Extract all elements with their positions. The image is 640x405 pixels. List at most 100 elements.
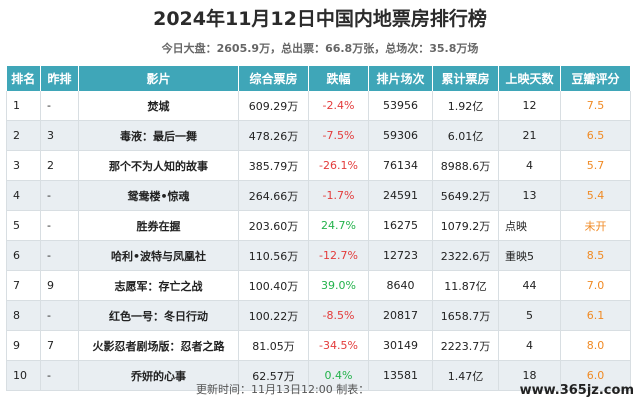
change-cell: 39.0% <box>308 270 369 301</box>
box-office-cell: 385.79万 <box>238 150 309 181</box>
days-cell: 点映 <box>498 210 561 241</box>
film-cell: 胜券在握 <box>78 210 239 241</box>
prev-rank-cell: - <box>40 360 79 391</box>
header-prev-rank: 昨排 <box>40 66 79 91</box>
film-cell: 乔妍的心事 <box>78 360 239 391</box>
days-cell: 4 <box>498 330 561 361</box>
total-cell: 1.47亿 <box>432 360 499 391</box>
rank-cell: 3 <box>6 150 41 181</box>
header-rank: 排名 <box>6 66 41 91</box>
prev-rank-cell: - <box>40 91 79 121</box>
prev-rank-cell: 3 <box>40 120 79 151</box>
film-cell: 火影忍者剧场版：忍者之路 <box>78 330 239 361</box>
total-cell: 2223.7万 <box>432 330 499 361</box>
rank-cell: 9 <box>6 330 41 361</box>
rank-cell: 8 <box>6 300 41 331</box>
screenings-cell: 8640 <box>368 270 433 301</box>
change-cell: -34.5% <box>308 330 369 361</box>
screenings-cell: 24591 <box>368 180 433 211</box>
header-douban: 豆瓣评分 <box>560 66 631 91</box>
table-row: 3 2 那个不为人知的故事 385.79万 -26.1% 76134 8988.… <box>6 150 631 181</box>
box-office-cell: 609.29万 <box>238 91 309 121</box>
change-cell: 0.4% <box>308 360 369 391</box>
page-subtitle: 今日大盘：2605.9万，总出票：66.8万张，总场次：35.8万场 <box>161 42 479 55</box>
prev-rank-cell: 2 <box>40 150 79 181</box>
douban-cell: 7.0 <box>560 270 631 301</box>
days-cell: 21 <box>498 120 561 151</box>
prev-rank-cell: 7 <box>40 330 79 361</box>
screenings-cell: 20817 <box>368 300 433 331</box>
douban-cell: 6.5 <box>560 120 631 151</box>
table-row: 8 - 红色一号：冬日行动 100.22万 -8.5% 20817 1658.7… <box>6 300 631 331</box>
page-title: 2024年11月12日中国内地票房排行榜 <box>153 8 487 30</box>
watermark: www.365jz.com <box>519 383 634 398</box>
douban-cell: 7.5 <box>560 91 631 121</box>
table-row: 2 3 毒液：最后一舞 478.26万 -7.5% 59306 6.01亿 21… <box>6 120 631 151</box>
update-footer: 更新时间：11月13日12:00 制表： <box>196 383 370 396</box>
table-row: 5 - 胜券在握 203.60万 24.7% 16275 1079.2万 点映 … <box>6 210 631 241</box>
screenings-cell: 12723 <box>368 240 433 271</box>
days-cell: 12 <box>498 91 561 121</box>
change-cell: -1.7% <box>308 180 369 211</box>
change-cell: 24.7% <box>308 210 369 241</box>
rank-cell: 10 <box>6 360 41 391</box>
table-header-row: 排名 昨排 影片 综合票房 跌幅 排片场次 累计票房 上映天数 豆瓣评分 <box>6 66 631 91</box>
header-change: 跌幅 <box>308 66 369 91</box>
douban-cell: 5.7 <box>560 150 631 181</box>
table-row: 7 9 志愿军：存亡之战 100.40万 39.0% 8640 11.87亿 4… <box>6 270 631 301</box>
film-cell: 哈利•波特与凤凰社 <box>78 240 239 271</box>
prev-rank-cell: 9 <box>40 270 79 301</box>
total-cell: 1658.7万 <box>432 300 499 331</box>
box-office-table: 排名 昨排 影片 综合票房 跌幅 排片场次 累计票房 上映天数 豆瓣评分 1 -… <box>6 66 631 391</box>
table-row: 6 - 哈利•波特与凤凰社 110.56万 -12.7% 12723 2322.… <box>6 240 631 271</box>
days-cell: 13 <box>498 180 561 211</box>
rank-cell: 7 <box>6 270 41 301</box>
rank-cell: 4 <box>6 180 41 211</box>
screenings-cell: 13581 <box>368 360 433 391</box>
box-office-cell: 100.40万 <box>238 270 309 301</box>
screenings-cell: 59306 <box>368 120 433 151</box>
change-cell: -7.5% <box>308 120 369 151</box>
film-cell: 志愿军：存亡之战 <box>78 270 239 301</box>
screenings-cell: 30149 <box>368 330 433 361</box>
screenings-cell: 16275 <box>368 210 433 241</box>
days-cell: 4 <box>498 150 561 181</box>
header-total: 累计票房 <box>432 66 499 91</box>
box-office-cell: 203.60万 <box>238 210 309 241</box>
box-office-cell: 478.26万 <box>238 120 309 151</box>
screenings-cell: 53956 <box>368 91 433 121</box>
rank-cell: 1 <box>6 91 41 121</box>
total-cell: 8988.6万 <box>432 150 499 181</box>
rank-cell: 2 <box>6 120 41 151</box>
box-office-cell: 81.05万 <box>238 330 309 361</box>
douban-cell: 未开 <box>560 210 631 241</box>
days-cell: 5 <box>498 300 561 331</box>
header-film: 影片 <box>78 66 239 91</box>
total-cell: 2322.6万 <box>432 240 499 271</box>
box-office-cell: 62.57万 <box>238 360 309 391</box>
header-box-office: 综合票房 <box>238 66 309 91</box>
table-row: 4 - 鸳鸯楼•惊魂 264.66万 -1.7% 24591 5649.2万 1… <box>6 180 631 211</box>
douban-cell: 6.0 <box>560 360 631 391</box>
days-cell: 44 <box>498 270 561 301</box>
douban-cell: 8.0 <box>560 330 631 361</box>
total-cell: 1079.2万 <box>432 210 499 241</box>
table-row: 10 - 乔妍的心事 62.57万 0.4% 13581 1.47亿 18 6.… <box>6 360 631 391</box>
change-cell: -8.5% <box>308 300 369 331</box>
douban-cell: 8.5 <box>560 240 631 271</box>
film-cell: 毒液：最后一舞 <box>78 120 239 151</box>
change-cell: -26.1% <box>308 150 369 181</box>
total-cell: 11.87亿 <box>432 270 499 301</box>
prev-rank-cell: - <box>40 180 79 211</box>
film-cell: 红色一号：冬日行动 <box>78 300 239 331</box>
rank-cell: 6 <box>6 240 41 271</box>
total-cell: 5649.2万 <box>432 180 499 211</box>
box-office-cell: 110.56万 <box>238 240 309 271</box>
change-cell: -2.4% <box>308 91 369 121</box>
table-row: 1 - 焚城 609.29万 -2.4% 53956 1.92亿 12 7.5 <box>6 91 631 121</box>
prev-rank-cell: - <box>40 300 79 331</box>
rank-cell: 5 <box>6 210 41 241</box>
screenings-cell: 76134 <box>368 150 433 181</box>
header-screenings: 排片场次 <box>368 66 433 91</box>
box-office-cell: 100.22万 <box>238 300 309 331</box>
